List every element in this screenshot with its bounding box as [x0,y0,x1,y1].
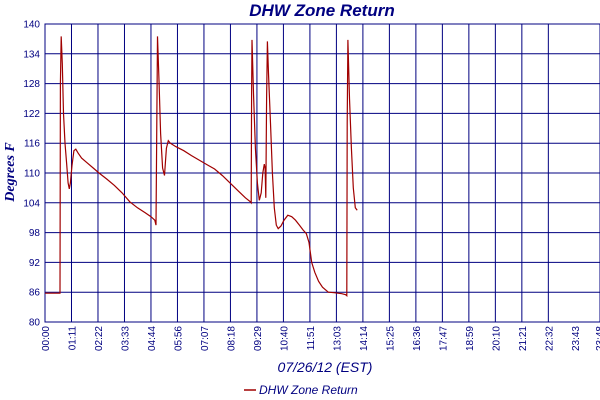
chart-title: DHW Zone Return [249,1,394,20]
x-tick-label: 09:29 [253,326,264,351]
x-tick-label: 22:32 [544,326,555,351]
x-tick-label: 11:51 [306,326,317,351]
y-tick-label: 80 [29,318,41,329]
x-tick-label: 18:59 [465,326,476,351]
x-tick-label: 20:10 [491,326,502,351]
x-tick-label: 17:47 [438,326,449,351]
y-tick-label: 134 [23,49,40,60]
x-tick-label: 04:44 [147,326,158,351]
legend: DHW Zone Return [244,383,358,397]
x-tick-label: 03:33 [120,326,131,351]
y-tick-label: 128 [23,79,40,90]
series-line-dhw-zone-return [45,36,358,297]
x-tick-label: 14:14 [359,326,370,351]
grid [45,23,600,323]
y-tick-label: 122 [23,109,40,120]
y-tick-label: 92 [29,258,41,269]
x-tick-label: 15:25 [385,326,396,351]
x-tick-label: 13:03 [332,326,343,351]
y-tick-label: 104 [23,198,40,209]
x-tick-label: 05:56 [173,326,184,351]
y-tick-label: 86 [29,288,41,299]
y-axis-label: Degrees F [3,142,18,203]
y-tick-labels: 80 86 92 98 104 110 116 122 128 134 140 [23,20,40,329]
x-axis-label: 07/26/12 (EST) [278,359,373,375]
y-tick-label: 98 [29,228,41,239]
x-tick-label: 16:36 [412,326,423,351]
y-tick-label: 116 [24,139,40,150]
x-tick-label: 07:07 [200,326,211,351]
legend-label: DHW Zone Return [259,383,358,397]
x-tick-label: 23:43 [571,326,582,351]
x-tick-label: 08:18 [226,326,237,351]
x-tick-label: 23:48 [595,326,600,351]
y-tick-label: 110 [24,169,40,180]
x-tick-label: 10:40 [279,326,290,351]
x-tick-label: 00:00 [41,326,52,351]
x-tick-labels: 00:00 01:11 02:22 03:33 04:44 05:56 07:07 08:18… [41,326,600,351]
x-tick-label: 01:11 [67,326,78,351]
x-tick-label: 21:21 [518,326,529,351]
x-tick-label: 02:22 [94,326,105,351]
y-tick-label: 140 [23,20,40,31]
